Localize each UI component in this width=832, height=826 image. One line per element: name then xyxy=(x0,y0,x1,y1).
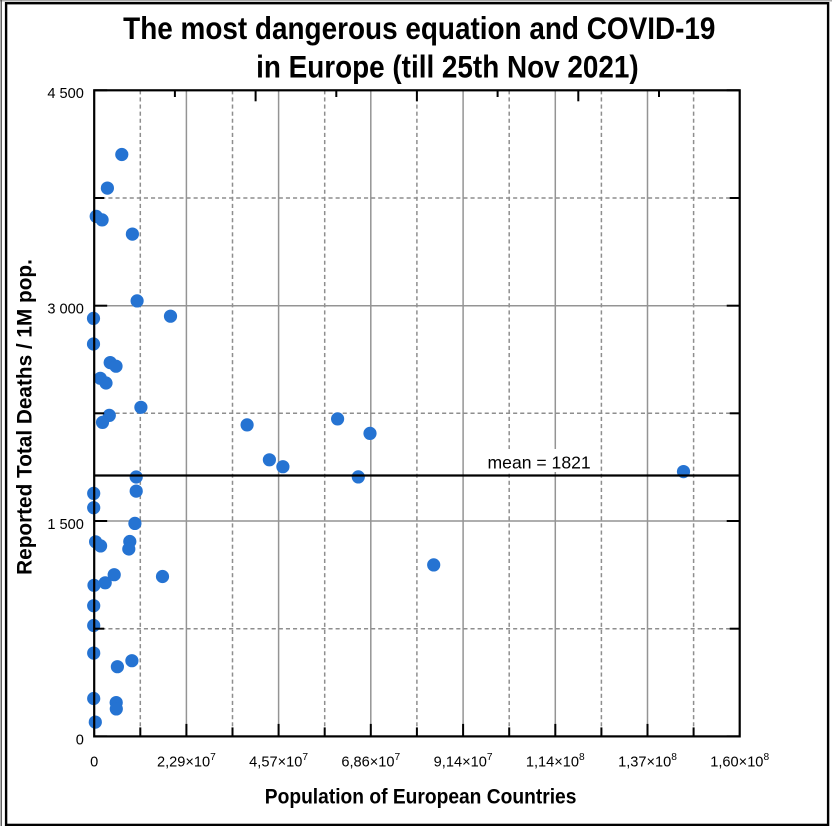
svg-text:2,29×107: 2,29×107 xyxy=(157,752,216,771)
svg-text:1 500: 1 500 xyxy=(47,517,84,533)
svg-text:Population of European Countri: Population of European Countries xyxy=(265,784,577,808)
svg-text:9,14×107: 9,14×107 xyxy=(434,752,493,771)
svg-text:Reported Total Deaths / 1M pop: Reported Total Deaths / 1M pop. xyxy=(13,259,37,575)
svg-text:3 000: 3 000 xyxy=(47,302,84,318)
svg-text:The most dangerous equation an: The most dangerous equation and COVID-19 xyxy=(123,10,715,46)
svg-text:1,14×108: 1,14×108 xyxy=(526,752,585,771)
svg-text:1,37×108: 1,37×108 xyxy=(618,752,677,771)
svg-text:4,57×107: 4,57×107 xyxy=(249,752,308,771)
svg-text:4 500: 4 500 xyxy=(47,86,84,102)
svg-text:in Europe (till 25th Nov 2021): in Europe (till 25th Nov 2021) xyxy=(256,49,639,85)
svg-text:mean = 1821: mean = 1821 xyxy=(488,452,591,472)
svg-text:6,86×107: 6,86×107 xyxy=(341,752,400,771)
svg-text:0: 0 xyxy=(76,732,84,748)
svg-text:1,60×108: 1,60×108 xyxy=(710,752,769,771)
svg-text:0: 0 xyxy=(90,754,98,770)
